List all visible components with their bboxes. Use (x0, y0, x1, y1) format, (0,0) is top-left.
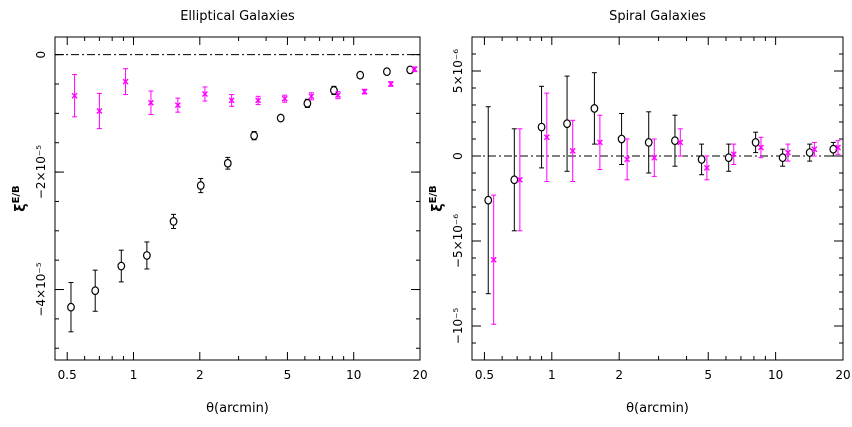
data-point-circle (617, 134, 626, 144)
x-tick-label: 0.5 (475, 368, 494, 382)
y-tick-label: 5×10⁻⁶ (451, 49, 465, 93)
data-point-cross (361, 88, 368, 95)
data-point-circle (697, 154, 706, 164)
data-point-cross (730, 151, 737, 158)
data-point-cross (281, 95, 288, 102)
data-point-cross (651, 154, 658, 161)
data-point-cross (757, 144, 764, 151)
plot-frame (471, 36, 844, 361)
y-tick-label: −2×10⁻⁵ (34, 145, 48, 199)
data-point-circle (590, 103, 599, 113)
x-tick-label: 5 (284, 368, 292, 382)
data-point-cross (308, 93, 315, 100)
y-tick-label: −10⁻⁵ (451, 308, 465, 345)
data-point-circle (91, 286, 100, 296)
data-point-circle (303, 98, 312, 108)
x-tick-label: 0.5 (58, 368, 77, 382)
data-point-circle (484, 195, 493, 205)
data-point-cross (387, 80, 394, 87)
y-tick-label: −5×10⁻⁶ (451, 214, 465, 268)
data-point-circle (117, 261, 126, 271)
data-point-circle (142, 251, 151, 260)
data-point-cross (516, 176, 523, 183)
x-axis-label: θ(arcmin) (206, 401, 269, 416)
data-point-circle (276, 113, 285, 123)
y-axis-label: ξE/B (11, 185, 29, 211)
data-point-circle (805, 148, 814, 158)
y-axis-label: ξE/B (428, 185, 446, 211)
series-circle-elliptical (67, 65, 415, 333)
data-point-cross (228, 97, 235, 104)
data-point-circle (250, 131, 259, 141)
x-tick-label: 1 (548, 368, 556, 382)
data-point-cross (411, 66, 418, 73)
data-point-circle (563, 119, 571, 129)
data-point-circle (383, 67, 391, 77)
data-point-cross (122, 78, 129, 85)
data-point-cross (334, 92, 341, 99)
x-tick-label: 2 (615, 368, 623, 382)
data-point-cross (569, 147, 576, 154)
data-point-circle (510, 175, 519, 185)
x-tick-label: 1 (130, 368, 138, 382)
x-tick-label: 5 (704, 368, 712, 382)
data-point-cross (201, 90, 208, 97)
chart-title: Elliptical Galaxies (180, 9, 295, 24)
data-point-cross (596, 139, 603, 146)
x-tick-label: 20 (412, 368, 427, 382)
data-point-cross (677, 139, 684, 146)
data-point-cross (543, 134, 550, 141)
data-point-cross (490, 256, 497, 263)
data-point-cross (174, 102, 181, 109)
chart-title: Spiral Galaxies (609, 9, 706, 24)
data-point-circle (67, 302, 75, 312)
series-circle-spiral (484, 72, 838, 295)
data-point-circle (724, 153, 733, 163)
y-tick-label: 0 (34, 51, 48, 59)
plot-frame (54, 36, 421, 361)
data-point-circle (169, 217, 178, 226)
series-cross-spiral (490, 92, 842, 325)
chart-panel-spiral: Spiral Galaxies 0.5 1 2 5 10 20 5×10⁻⁶ 0 −5×10⁻⁶ −… (428, 9, 851, 416)
data-point-cross (147, 99, 154, 106)
data-point-cross (784, 149, 791, 156)
data-point-cross (96, 108, 103, 114)
data-point-cross (835, 144, 842, 151)
data-point-circle (330, 86, 338, 95)
data-point-circle (751, 137, 760, 147)
chart-panel-elliptical: Elliptical Galaxies 0.5 1 2 5 10 20 0 −2×10⁻⁵ −4×… (11, 9, 428, 416)
x-tick-label: 10 (768, 368, 783, 382)
data-point-cross (811, 146, 818, 153)
series-cross-elliptical (71, 66, 418, 130)
x-tick-label: 20 (835, 368, 850, 382)
data-point-circle (537, 122, 546, 132)
data-point-cross (255, 97, 262, 104)
x-tick-label: 2 (196, 368, 204, 382)
data-point-circle (196, 181, 205, 190)
data-point-circle (644, 137, 653, 147)
data-point-cross (71, 92, 78, 99)
data-point-circle (671, 136, 679, 146)
x-axis-label: θ(arcmin) (626, 401, 689, 416)
data-point-circle (223, 158, 232, 168)
data-point-cross (624, 156, 631, 163)
y-tick-label: −4×10⁻⁵ (34, 262, 48, 316)
y-tick-label: 0 (451, 152, 465, 160)
data-point-cross (703, 164, 710, 171)
x-tick-label: 10 (346, 368, 361, 382)
data-point-circle (356, 70, 365, 80)
data-point-circle (778, 153, 787, 163)
